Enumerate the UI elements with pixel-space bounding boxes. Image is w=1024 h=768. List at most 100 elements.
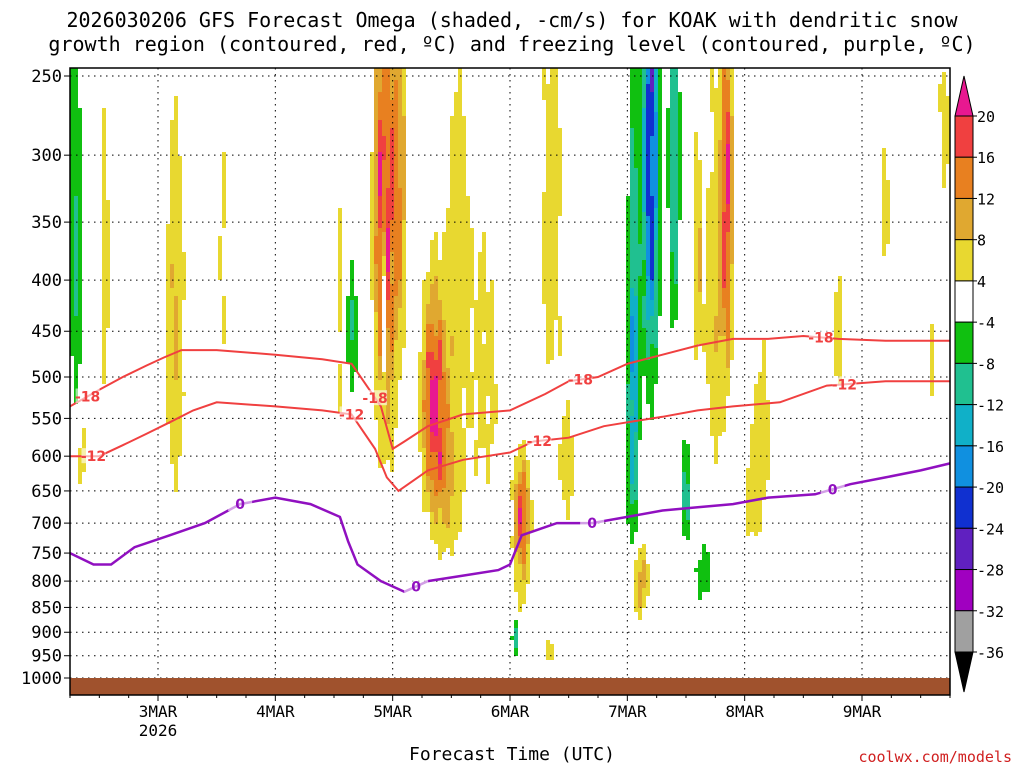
omega-cell: [426, 488, 430, 492]
omega-cell: [422, 436, 426, 440]
omega-cell: [462, 376, 466, 380]
omega-cell: [382, 172, 386, 176]
omega-cell: [394, 288, 398, 292]
omega-cell: [546, 188, 550, 192]
omega-cell: [398, 316, 402, 320]
omega-cell: [398, 76, 402, 80]
omega-cell: [454, 240, 458, 244]
omega-cell: [398, 208, 402, 212]
omega-cell: [462, 204, 466, 208]
omega-cell: [398, 228, 402, 232]
omega-cell: [722, 328, 726, 332]
omega-cell: [378, 120, 382, 124]
omega-cell: [522, 452, 526, 456]
omega-cell: [426, 460, 430, 464]
omega-cell: [390, 364, 394, 368]
omega-cell: [646, 204, 650, 208]
omega-cell: [446, 376, 450, 380]
omega-cell: [402, 208, 406, 212]
omega-cell: [374, 324, 378, 328]
omega-cell: [482, 428, 486, 432]
omega-cell: [694, 212, 698, 216]
omega-cell: [626, 276, 630, 280]
omega-cell: [674, 268, 678, 272]
omega-cell: [402, 300, 406, 304]
omega-cell: [566, 504, 570, 508]
omega-cell: [486, 352, 490, 356]
omega-cell: [482, 312, 486, 316]
omega-cell: [438, 344, 442, 348]
omega-cell: [78, 112, 82, 116]
omega-cell: [562, 464, 566, 468]
omega-cell: [454, 344, 458, 348]
omega-cell: [630, 120, 634, 124]
omega-cell: [634, 284, 638, 288]
omega-cell: [374, 252, 378, 256]
omega-cell: [630, 256, 634, 260]
omega-cell: [462, 488, 466, 492]
omega-cell: [402, 168, 406, 172]
omega-cell: [710, 420, 714, 424]
omega-cell: [386, 160, 390, 164]
omega-cell: [450, 512, 454, 516]
omega-cell: [654, 232, 658, 236]
omega-cell: [650, 96, 654, 100]
omega-cell: [626, 212, 630, 216]
omega-cell: [170, 300, 174, 304]
omega-cell: [418, 380, 422, 384]
omega-cell: [630, 200, 634, 204]
omega-cell: [474, 472, 478, 476]
omega-cell: [642, 272, 646, 276]
omega-cell: [222, 188, 226, 192]
omega-cell: [78, 160, 82, 164]
omega-cell: [522, 584, 526, 588]
omega-cell: [718, 100, 722, 104]
omega-cell: [542, 280, 546, 284]
omega-cell: [398, 364, 402, 368]
omega-cell: [394, 80, 398, 84]
omega-cell: [714, 120, 718, 124]
omega-cell: [686, 484, 690, 488]
omega-cell: [442, 436, 446, 440]
omega-cell: [638, 408, 642, 412]
omega-cell: [518, 564, 522, 568]
omega-cell: [706, 196, 710, 200]
omega-cell: [446, 252, 450, 256]
omega-cell: [450, 264, 454, 268]
omega-cell: [570, 484, 574, 488]
omega-cell: [102, 232, 106, 236]
omega-cell: [174, 364, 178, 368]
omega-cell: [686, 472, 690, 476]
omega-cell: [442, 292, 446, 296]
omega-cell: [718, 160, 722, 164]
omega-cell: [178, 216, 182, 220]
omega-cell: [70, 116, 74, 120]
omega-cell: [178, 296, 182, 300]
omega-cell: [718, 256, 722, 260]
omega-cell: [398, 212, 402, 216]
omega-cell: [722, 88, 726, 92]
omega-cell: [174, 228, 178, 232]
omega-cell: [550, 80, 554, 84]
omega-cell: [650, 188, 654, 192]
omega-cell: [170, 404, 174, 408]
omega-cell: [446, 236, 450, 240]
omega-cell: [646, 272, 650, 276]
omega-cell: [446, 272, 450, 276]
omega-cell: [638, 100, 642, 104]
omega-cell: [378, 276, 382, 280]
omega-cell: [634, 512, 638, 516]
omega-cell: [166, 276, 170, 280]
omega-cell: [718, 168, 722, 172]
omega-cell: [658, 228, 662, 232]
omega-cell: [382, 388, 386, 392]
omega-cell: [482, 432, 486, 436]
omega-cell: [402, 228, 406, 232]
omega-cell: [510, 484, 514, 488]
omega-cell: [526, 504, 530, 508]
omega-cell: [642, 224, 646, 228]
omega-cell: [718, 352, 722, 356]
omega-cell: [378, 148, 382, 152]
omega-cell: [658, 308, 662, 312]
omega-cell: [374, 240, 378, 244]
